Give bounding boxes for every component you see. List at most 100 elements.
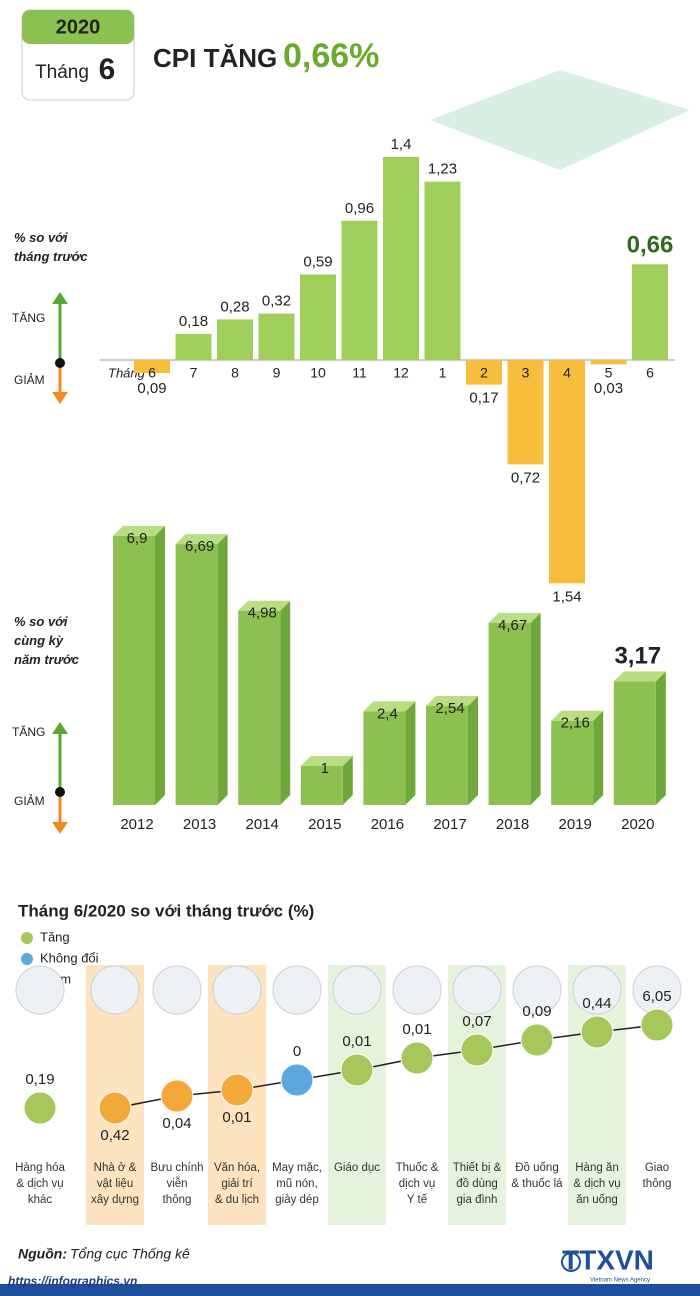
url[interactable]: https://infographics.vn <box>8 1274 137 1288</box>
category-label: Hàng hóa & dịch vụ khác <box>15 1162 65 1206</box>
bar <box>300 766 343 805</box>
x-tick-label: 2018 <box>496 816 529 833</box>
bar-side <box>593 710 604 805</box>
value-label: 6,9 <box>127 530 148 547</box>
bar <box>113 535 155 805</box>
icon <box>212 965 262 1015</box>
icon <box>152 965 202 1015</box>
month-word: Tháng <box>35 62 89 83</box>
value-label: 2,16 <box>561 715 590 732</box>
value-label: 0,18 <box>179 313 208 330</box>
bar <box>238 610 281 805</box>
footer-bar <box>0 1284 700 1296</box>
category-label: Thiết bị & đồ dùng gia đình <box>452 1162 502 1206</box>
y-label: % so với tháng trước <box>14 230 88 264</box>
value-label: 0,19 <box>25 1071 54 1088</box>
category-label: Giáo dục <box>333 1162 381 1174</box>
bar <box>300 274 336 360</box>
bar-top <box>551 710 604 721</box>
bar <box>424 181 461 360</box>
value-label: 1,23 <box>428 161 457 178</box>
dot <box>520 1023 554 1057</box>
bar <box>363 711 406 805</box>
value-label: 0,01 <box>342 1033 371 1050</box>
category-label: Hàng ăn & dịch vụ ăn uống <box>573 1162 621 1206</box>
up-arrow-head <box>52 722 68 734</box>
x-tick-label: 5 <box>605 365 613 381</box>
logo: TTXVN <box>562 1244 654 1275</box>
bar-side <box>655 671 666 805</box>
bar <box>590 360 627 365</box>
bar-top <box>488 612 541 623</box>
bar-top <box>426 695 478 706</box>
source-label: Nguồn: <box>18 1246 67 1262</box>
x-tick-label: 11 <box>352 365 367 381</box>
bar-side <box>468 695 478 805</box>
x-tick-label: 2015 <box>308 816 341 833</box>
category-label: Văn hóa, giải trí & du lịch <box>213 1162 261 1206</box>
bar <box>426 705 468 805</box>
bar-top <box>363 701 416 712</box>
x-tick-label: 7 <box>190 365 198 381</box>
bar <box>175 333 212 360</box>
source: Tổng cục Thống kê <box>70 1246 190 1262</box>
x-tick-label: 2019 <box>559 816 592 833</box>
down-arrow-head <box>52 822 68 834</box>
value-label: 0 <box>293 1043 301 1060</box>
dot <box>640 1008 674 1042</box>
value-label: 3,17 <box>614 643 661 670</box>
bar-top <box>175 534 228 545</box>
icon <box>90 965 140 1015</box>
bar <box>383 157 419 360</box>
x-tick-label: 2017 <box>433 816 466 833</box>
dot <box>460 1033 494 1067</box>
category-label: Đồ uống & thuốc lá <box>511 1162 563 1190</box>
bar-side <box>217 534 228 805</box>
bar <box>507 360 544 465</box>
x-tick-label: 4 <box>563 365 571 381</box>
x-tick-label: 2014 <box>246 816 279 833</box>
bar-side <box>530 612 541 805</box>
value-label: 4,98 <box>248 605 277 622</box>
category-label: May mặc, mũ nón, giày dép <box>272 1162 322 1206</box>
dot <box>580 1015 614 1049</box>
chart-title: Tháng 6/2020 so với tháng trước (%) <box>18 901 314 920</box>
bar <box>551 720 594 805</box>
x-tick-label: 1 <box>439 365 447 381</box>
calendar-top <box>22 10 134 44</box>
up-arrow-head <box>52 292 68 304</box>
value-label: 1,54 <box>552 588 581 605</box>
icon <box>332 965 382 1015</box>
x-tick-label: 10 <box>310 365 326 381</box>
value-label: 1,4 <box>391 136 412 153</box>
logo-sub: Vietnam News Agency <box>590 1278 650 1284</box>
title: CPI TĂNG <box>153 43 277 73</box>
up-label: TĂNG <box>12 724 45 739</box>
bar-top <box>238 600 291 611</box>
icon <box>572 965 622 1015</box>
dot <box>160 1079 194 1113</box>
value-label: 0,01 <box>222 1109 251 1126</box>
bar-top <box>613 671 666 682</box>
y-label: % so với cùng kỳ năm trước <box>14 614 79 667</box>
icon <box>392 965 442 1015</box>
value-label: 0,28 <box>220 298 249 315</box>
value-label: 0,32 <box>262 293 291 310</box>
legend-label: Không đổi <box>40 950 99 965</box>
category-label: Bưu chính viễn thông <box>150 1162 204 1206</box>
category-label: Thuốc & dịch vụ Y tế <box>395 1162 439 1206</box>
origin-dot <box>55 787 65 797</box>
value-label: 0,59 <box>303 253 332 270</box>
bar <box>258 313 295 360</box>
bar <box>175 544 218 805</box>
bar-side <box>280 600 291 805</box>
value-label: 0,72 <box>511 469 540 486</box>
month: 6 <box>99 53 116 86</box>
up-label: TĂNG <box>12 310 45 325</box>
value-label: 0,96 <box>345 200 374 217</box>
legend-dot <box>21 932 33 944</box>
x-tick-label: 3 <box>522 365 530 381</box>
value-label: 6,05 <box>642 988 671 1005</box>
value-label: 6,69 <box>185 538 214 555</box>
